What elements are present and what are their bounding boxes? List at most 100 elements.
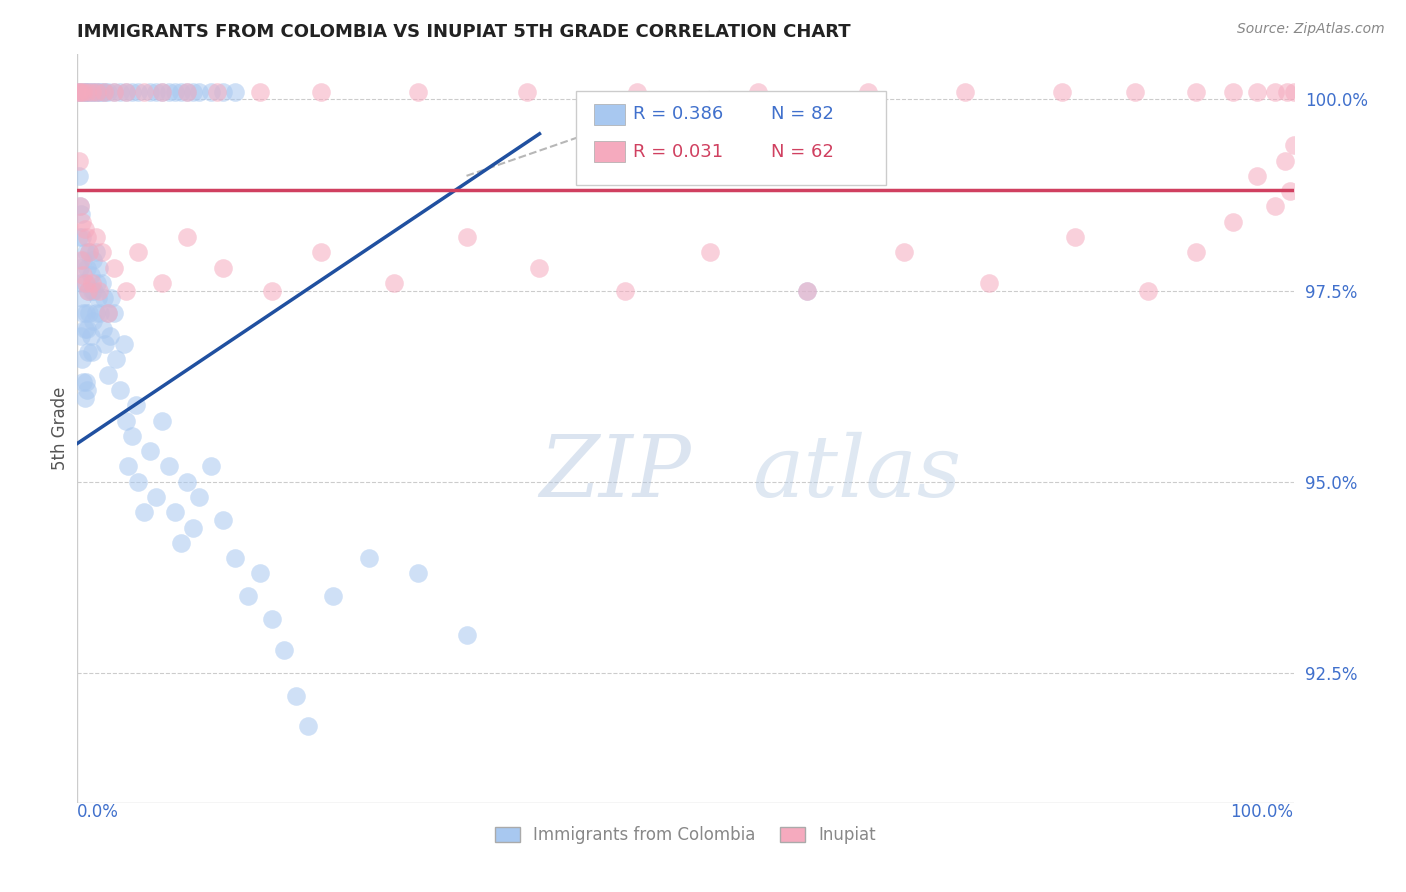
Point: [1264, 85, 1286, 99]
Point: [979, 276, 1001, 290]
Point: [82, 252, 104, 267]
Point: [170, 536, 193, 550]
Point: [91, 85, 114, 99]
Point: [80, 85, 103, 99]
Point: [89, 85, 111, 99]
Point: [73, 85, 96, 99]
Text: 0.0%: 0.0%: [77, 803, 120, 821]
Point: [80, 85, 103, 99]
Point: [406, 85, 429, 99]
Point: [188, 490, 211, 504]
Point: [76, 85, 98, 99]
Point: [73, 222, 96, 236]
Point: [163, 85, 186, 99]
Point: [205, 85, 228, 99]
Point: [98, 329, 121, 343]
FancyBboxPatch shape: [576, 91, 886, 185]
Point: [893, 245, 915, 260]
Text: IMMIGRANTS FROM COLOMBIA VS INUPIAT 5TH GRADE CORRELATION CHART: IMMIGRANTS FROM COLOMBIA VS INUPIAT 5TH …: [77, 23, 851, 41]
Point: [86, 85, 108, 99]
Point: [134, 505, 156, 519]
Point: [73, 276, 96, 290]
Point: [1063, 230, 1085, 244]
Point: [359, 551, 381, 566]
Point: [127, 245, 149, 260]
Point: [86, 276, 108, 290]
Point: [176, 85, 198, 99]
Point: [84, 85, 107, 99]
Point: [94, 85, 117, 99]
Point: [89, 284, 111, 298]
Point: [72, 376, 94, 390]
Point: [70, 85, 93, 99]
Point: [1264, 199, 1286, 213]
Point: [69, 199, 91, 213]
Point: [260, 284, 283, 298]
Point: [152, 85, 174, 99]
Point: [70, 252, 93, 267]
Bar: [595, 141, 624, 162]
Point: [529, 260, 551, 275]
Point: [212, 260, 235, 275]
Point: [76, 383, 98, 397]
Point: [181, 85, 204, 99]
Point: [200, 459, 222, 474]
Point: [157, 459, 180, 474]
Point: [72, 252, 94, 267]
Point: [75, 245, 97, 260]
Point: [67, 230, 90, 244]
Text: atlas: atlas: [752, 432, 962, 515]
Point: [145, 85, 167, 99]
Y-axis label: 5th Grade: 5th Grade: [51, 386, 69, 470]
Point: [66, 85, 89, 99]
Point: [1246, 169, 1268, 183]
Point: [1222, 85, 1244, 99]
Point: [97, 306, 120, 320]
Point: [87, 291, 110, 305]
Point: [1052, 85, 1074, 99]
Point: [953, 85, 976, 99]
Point: [127, 475, 149, 489]
Point: [157, 85, 180, 99]
Point: [70, 291, 93, 305]
Point: [84, 306, 107, 320]
Point: [94, 337, 117, 351]
Point: [115, 85, 138, 99]
Point: [75, 376, 97, 390]
Point: [69, 199, 91, 213]
Point: [1278, 184, 1301, 198]
Point: [93, 291, 115, 305]
Point: [79, 306, 101, 320]
Point: [83, 284, 105, 298]
Point: [97, 368, 120, 382]
Point: [79, 85, 101, 99]
Text: N = 62: N = 62: [770, 143, 834, 161]
Point: [212, 513, 235, 527]
Point: [117, 459, 139, 474]
Point: [80, 329, 103, 343]
Point: [103, 85, 125, 99]
Legend: Immigrants from Colombia, Inupiat: Immigrants from Colombia, Inupiat: [488, 820, 883, 851]
Point: [70, 207, 93, 221]
Point: [72, 85, 94, 99]
Point: [75, 276, 97, 290]
Point: [77, 344, 100, 359]
Point: [70, 329, 93, 343]
Point: [796, 284, 818, 298]
Point: [134, 85, 156, 99]
Point: [139, 444, 162, 458]
Point: [516, 85, 538, 99]
Point: [1185, 85, 1208, 99]
Point: [90, 245, 112, 260]
Point: [67, 153, 90, 168]
Point: [80, 276, 103, 290]
Point: [97, 306, 120, 320]
Point: [72, 268, 94, 283]
Point: [152, 85, 174, 99]
Point: [236, 590, 259, 604]
Point: [200, 85, 222, 99]
Point: [224, 551, 246, 566]
Point: [84, 230, 107, 244]
Point: [76, 260, 98, 275]
Point: [77, 284, 100, 298]
